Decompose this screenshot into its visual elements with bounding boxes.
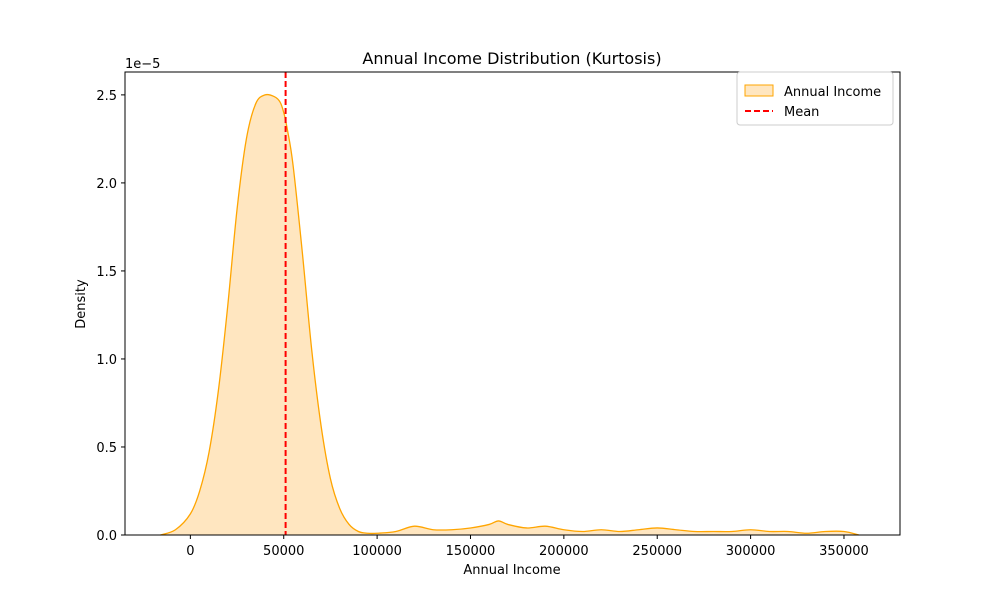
x-tick-label: 150000 [446,544,496,559]
x-tick-label: 350000 [819,544,869,559]
y-scale-offset-label: 1e−5 [125,57,160,72]
x-tick-label: 250000 [632,544,682,559]
x-tick-label: 200000 [539,544,589,559]
x-tick-label: 300000 [726,544,776,559]
y-tick-label: 2.0 [96,177,117,192]
legend-label-annual-income: Annual Income [784,85,881,100]
chart-title: Annual Income Distribution (Kurtosis) [362,49,661,68]
legend-swatch-annual-income [744,84,774,97]
x-axis-label: Annual Income [463,563,560,578]
y-tick-label: 1.5 [96,265,117,280]
y-tick-label: 0.0 [96,529,117,544]
plot-area-group: 0 50000 100000 150000 200000 250000 300000 3500… [96,71,901,559]
legend: Annual Income Mean [736,71,894,126]
y-tick-label: 0.5 [96,441,117,456]
x-tick-label: 100000 [352,544,402,559]
x-tick-label: 0 [186,544,194,559]
y-tick-label: 2.5 [96,89,117,104]
density-area-fill [160,94,859,535]
x-tick-label: 50000 [263,544,304,559]
plot-frame [124,71,901,536]
y-tick-label: 1.0 [96,353,117,368]
legend-frame [736,71,894,126]
density-curve-line [160,93,860,536]
y-axis-label: Density [74,279,89,329]
legend-label-mean: Mean [784,105,819,120]
